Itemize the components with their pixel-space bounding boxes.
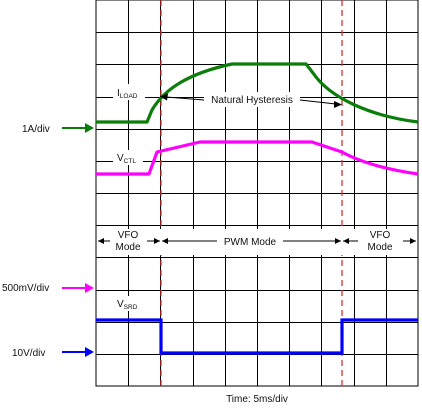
scale-control: 500mV/div [2,283,94,294]
svg-text:Natural Hysteresis: Natural Hysteresis [211,95,293,106]
mode-span-vfo-right [343,238,416,244]
svg-text:VSRD: VSRD [117,299,138,311]
mode-span-pwm [162,238,341,244]
plot-frame [95,0,419,387]
svg-text:500mV/div: 500mV/div [2,283,49,294]
svg-text:10V/div: 10V/div [12,348,45,359]
i-load-label: ILOAD [113,84,145,100]
svg-text:VCTL: VCTL [117,153,136,165]
mode-band [97,229,417,255]
oscilloscope-grid [96,0,418,386]
scale-current: 1A/div [22,123,94,135]
svg-text:1A/div: 1A/div [22,124,50,135]
v-srd-label: VSRD [113,296,143,311]
v-ctl-waveform [96,140,419,176]
mode-label-vfo-right-line2: Mode [367,242,392,253]
natural-hysteresis-annotation: Natural Hysteresis [160,92,342,108]
time-axis-label: Time: 5ms/div [226,394,288,405]
i-load-waveform [96,62,419,124]
mode-span-vfo-left [98,238,160,244]
mode-label-vfo-right-line1: VFO [370,230,391,241]
mode-label-vfo-left-line1: VFO [118,230,139,241]
v-ctl-label: VCTL [113,150,143,165]
svg-text:ILOAD: ILOAD [117,88,138,100]
v-srd-waveform [96,318,418,355]
mode-label-pwm: PWM Mode [224,237,277,248]
scale-srd: 10V/div [12,347,94,359]
mode-label-vfo-left-line2: Mode [115,242,140,253]
